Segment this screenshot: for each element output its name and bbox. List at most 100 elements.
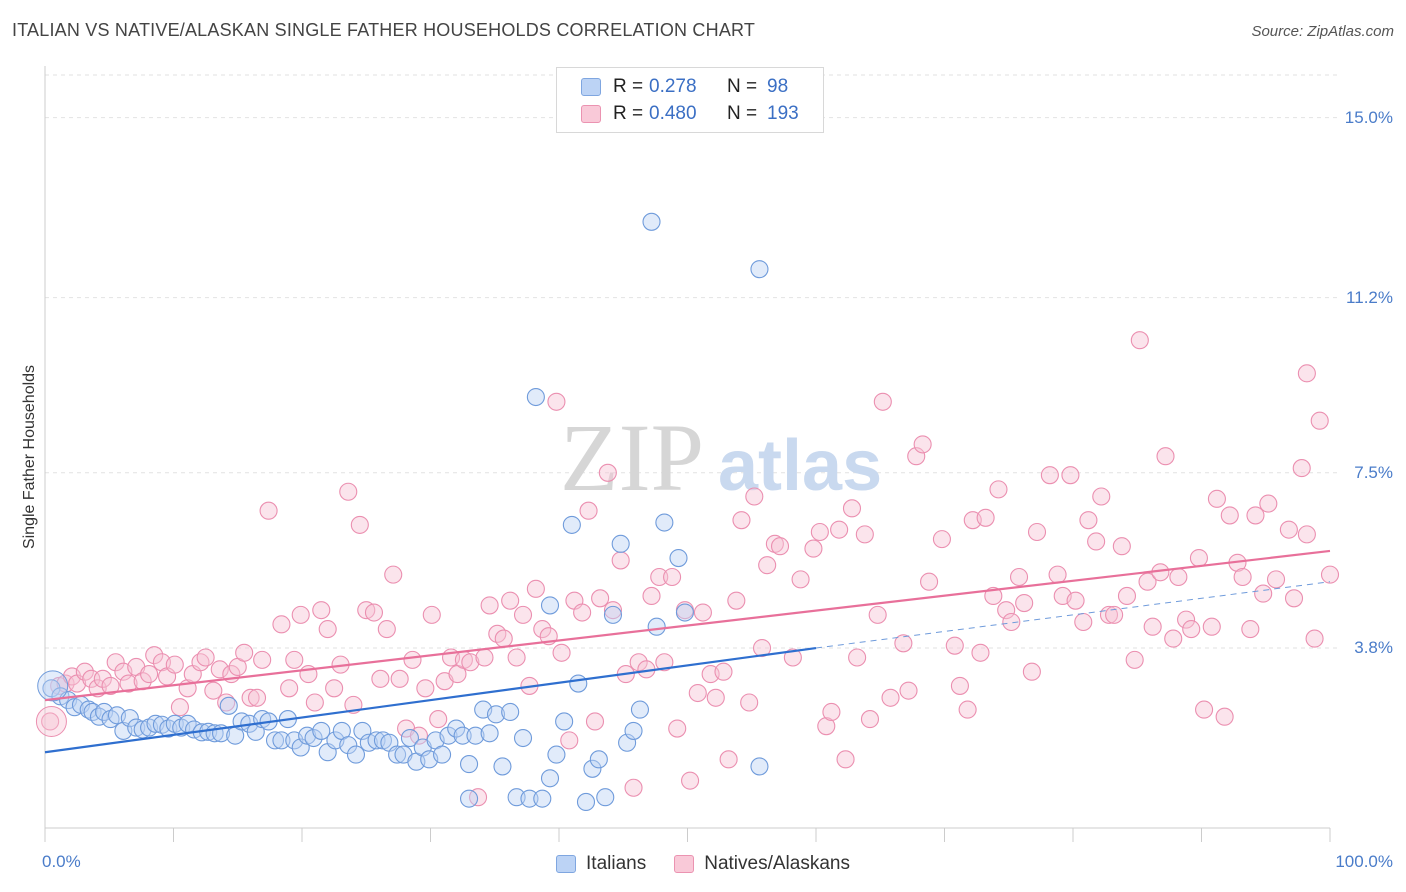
natives-point — [1156, 447, 1175, 466]
natives-point — [868, 605, 887, 624]
natives-point — [758, 556, 777, 575]
natives-point — [501, 591, 520, 610]
natives-point — [629, 653, 648, 672]
r-label: R = — [613, 76, 644, 97]
natives-point — [719, 750, 738, 769]
natives-point — [770, 537, 790, 556]
natives-point — [611, 551, 630, 570]
italians-point — [540, 769, 560, 788]
natives-point — [907, 447, 926, 466]
natives-point — [325, 679, 344, 698]
watermark: ZIP atlas — [560, 404, 882, 511]
italians-point — [675, 603, 694, 622]
natives-point — [318, 620, 337, 639]
italians-point — [466, 726, 485, 745]
natives-point — [1284, 589, 1304, 608]
y-tick-label: 11.2% — [1346, 287, 1393, 307]
natives-point — [579, 501, 598, 520]
italians-trend-line — [44, 646, 817, 754]
natives-point — [932, 530, 951, 549]
natives-point — [1169, 567, 1188, 587]
natives-point — [848, 648, 867, 667]
natives-point — [272, 615, 291, 634]
italians-point — [439, 726, 458, 745]
natives-point — [984, 586, 1003, 605]
italians-point — [219, 696, 238, 715]
natives-point — [842, 499, 862, 518]
natives-point — [119, 674, 138, 693]
stats-row-italians: R = 0.278 N = 98 — [581, 75, 788, 99]
legend-swatch-natives — [674, 855, 695, 873]
natives-point — [1130, 331, 1149, 350]
natives-point — [1292, 459, 1311, 478]
natives-point — [1074, 612, 1093, 632]
natives-point — [1202, 617, 1221, 636]
x-tick-label-min: 0.0% — [42, 852, 81, 871]
natives-point — [1241, 620, 1260, 639]
n-label: N = — [727, 103, 758, 124]
legend-label-natives: Natives/Alaskans — [704, 853, 850, 874]
italians-point — [750, 260, 769, 279]
natives-point — [688, 683, 707, 703]
natives-point — [1079, 511, 1098, 530]
italians-point — [520, 789, 539, 808]
natives-point — [350, 515, 369, 534]
natives-trend-line — [44, 549, 1331, 702]
natives-point — [210, 660, 229, 679]
natives-point — [1164, 629, 1183, 648]
natives-point — [533, 620, 552, 639]
natives-point — [950, 676, 969, 695]
natives-point — [791, 570, 810, 589]
italians-point — [272, 731, 291, 750]
legend-item-italians[interactable]: Italians — [556, 853, 646, 875]
italians-point — [513, 728, 533, 748]
natives-point — [204, 681, 223, 700]
italians-point — [596, 788, 615, 807]
natives-point — [706, 688, 725, 707]
italians-point — [583, 759, 602, 778]
gridlines — [45, 74, 1340, 649]
italians-point — [547, 745, 566, 764]
italians-point — [618, 733, 637, 752]
natives-point — [836, 750, 855, 769]
watermark-zip: ZIP — [560, 404, 704, 511]
italians-point — [120, 709, 139, 728]
italians-point — [647, 617, 666, 636]
watermark-atlas: atlas — [718, 426, 882, 506]
italians-point — [507, 788, 526, 807]
italians-point — [312, 721, 331, 740]
legend-item-natives[interactable]: Natives/Alaskans — [674, 853, 850, 875]
italians-point — [388, 745, 407, 764]
natives-point — [817, 717, 836, 736]
natives-point — [1305, 629, 1324, 648]
natives-point — [1220, 506, 1239, 525]
legend-swatch-italians — [556, 855, 577, 873]
natives-point — [1279, 520, 1298, 539]
italians-point — [501, 702, 520, 722]
natives-point — [997, 601, 1016, 620]
natives-point — [513, 605, 533, 624]
natives-point — [390, 669, 409, 688]
italians-point — [611, 534, 630, 553]
italians-point — [540, 596, 560, 615]
natives-point — [598, 463, 617, 482]
natives-point — [339, 482, 358, 501]
italians-point — [265, 731, 285, 750]
natives-point — [1195, 700, 1214, 719]
r-value-natives: 0.480 — [649, 103, 697, 124]
natives-point — [241, 688, 260, 707]
italians-point — [562, 515, 581, 534]
italians-trend-extension — [815, 581, 1331, 649]
natives-point — [1040, 466, 1059, 485]
natives-point — [494, 629, 513, 648]
natives-point — [145, 646, 164, 665]
italians-point — [669, 549, 688, 568]
natives-point — [655, 653, 674, 672]
natives-point — [217, 693, 236, 712]
natives-point — [1320, 565, 1340, 584]
natives-point — [971, 643, 990, 662]
natives-point — [552, 643, 571, 662]
natives-point — [371, 669, 390, 688]
natives-point — [1266, 570, 1286, 589]
